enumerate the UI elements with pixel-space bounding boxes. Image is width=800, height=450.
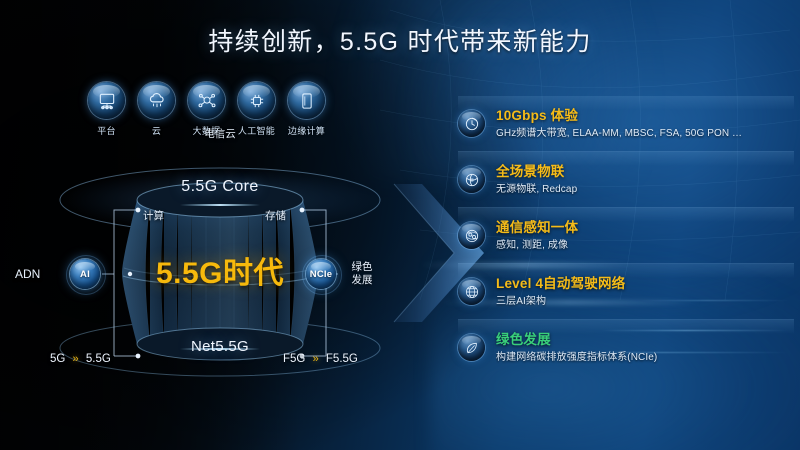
feature-subtitle: 无源物联, Redcap bbox=[496, 184, 578, 195]
capability-label: 边缘计算 bbox=[287, 126, 326, 136]
feature-subtitle: 三层AI架构 bbox=[496, 296, 547, 307]
hourglass-graphic bbox=[59, 167, 381, 377]
capability-label: 云 bbox=[151, 126, 162, 136]
feature-text: 通信感知一体 感知, 测距, 成像 bbox=[496, 219, 794, 252]
feature-subtitle: 感知, 测距, 成像 bbox=[496, 240, 569, 251]
feature-row-iot[interactable]: 全场景物联 无源物联, Redcap bbox=[458, 151, 794, 207]
ncie-badge-ring bbox=[302, 255, 342, 295]
core-label: 5.5G Core bbox=[181, 178, 259, 195]
capability-cloud[interactable]: 云 bbox=[138, 82, 175, 137]
capability-platform[interactable]: 平台 bbox=[88, 82, 125, 137]
feature-row-sensing[interactable]: 通信感知一体 感知, 测距, 成像 bbox=[458, 207, 794, 263]
storage-label: 存储 bbox=[265, 210, 286, 222]
leaf-icon bbox=[458, 334, 485, 361]
feature-text: 全场景物联 无源物联, Redcap bbox=[496, 163, 794, 196]
background-mesh bbox=[380, 0, 800, 300]
light-ray-2 bbox=[440, 300, 700, 305]
green-development-line1: 绿色 bbox=[351, 261, 373, 273]
big-data-icon bbox=[188, 82, 225, 119]
architecture-diagram: 电信云 5.5G Core 计算 存储 5.5G时代 ADN AI NCIe 绿… bbox=[15, 128, 400, 378]
light-streak-3 bbox=[640, 300, 790, 301]
platform-icon bbox=[88, 82, 125, 119]
capability-label: 平台 bbox=[97, 126, 116, 136]
light-ray-1 bbox=[420, 262, 630, 268]
feature-subtitle: GHz频谱大带宽, ELAA-MM, MBSC, FSA, 50G PON … bbox=[496, 128, 743, 139]
feature-text: Level 4自动驾驶网络 三层AI架构 bbox=[496, 275, 794, 308]
ai-icon bbox=[238, 82, 275, 119]
evolution-left-from: 5G bbox=[50, 353, 66, 365]
feature-heading: 10Gbps 体验 bbox=[496, 108, 579, 123]
sensing-icon bbox=[458, 222, 485, 249]
feature-list: 10Gbps 体验 GHz频谱大带宽, ELAA-MM, MBSC, FSA, … bbox=[458, 96, 794, 375]
feature-row-green[interactable]: 绿色发展 构建网络碳排放强度指标体系(NCIe) bbox=[458, 319, 794, 375]
feature-heading: 全场景物联 bbox=[496, 164, 565, 179]
chevron-right-icon: » bbox=[72, 353, 79, 365]
feature-row-autonomous-network[interactable]: Level 4自动驾驶网络 三层AI架构 bbox=[458, 263, 794, 319]
light-streak-2 bbox=[560, 352, 790, 353]
speed-gauge-icon bbox=[458, 110, 485, 137]
autonomous-network-icon bbox=[458, 278, 485, 305]
net-label: Net5.5G bbox=[191, 338, 249, 355]
page-title: 持续创新，5.5G 时代带来新能力 bbox=[208, 28, 592, 56]
cloud-icon bbox=[138, 82, 175, 119]
evolution-left-to: 5.5G bbox=[85, 353, 111, 365]
evolution-left: 5G » 5.5G bbox=[50, 353, 111, 365]
transition-arrow-icon bbox=[393, 183, 484, 323]
adn-label: ADN bbox=[15, 267, 41, 281]
telecom-cloud-label: 电信云 bbox=[204, 128, 236, 140]
capability-big-data[interactable]: 大数据 bbox=[188, 82, 225, 137]
feature-row-10gbps[interactable]: 10Gbps 体验 GHz频谱大带宽, ELAA-MM, MBSC, FSA, … bbox=[458, 96, 794, 151]
feature-text: 绿色发展 构建网络碳排放强度指标体系(NCIe) bbox=[496, 331, 794, 364]
chevron-right-icon: » bbox=[312, 353, 319, 365]
evolution-right: F5G » F5.5G bbox=[283, 353, 358, 365]
feature-heading: 绿色发展 bbox=[496, 332, 551, 347]
capability-row: 平台 云 大数据 bbox=[88, 82, 325, 137]
green-development-line2: 发展 bbox=[351, 274, 373, 286]
evolution-right-from: F5G bbox=[283, 353, 306, 365]
era-title: 5.5G时代 bbox=[155, 257, 285, 290]
feature-text: 10Gbps 体验 GHz频谱大带宽, ELAA-MM, MBSC, FSA, … bbox=[496, 107, 794, 140]
light-streak-1 bbox=[600, 330, 790, 331]
capability-edge-computing[interactable]: 边缘计算 bbox=[288, 82, 325, 137]
evolution-right-to: F5.5G bbox=[325, 353, 358, 365]
ai-badge[interactable]: AI bbox=[70, 259, 100, 289]
iot-globe-icon bbox=[458, 166, 485, 193]
ncie-badge[interactable]: NCIe bbox=[306, 259, 336, 289]
green-development-label: 绿色 发展 bbox=[340, 261, 384, 287]
capability-ai[interactable]: 人工智能 bbox=[238, 82, 275, 137]
compute-label: 计算 bbox=[143, 210, 164, 222]
feature-heading: Level 4自动驾驶网络 bbox=[496, 276, 626, 291]
feature-subtitle: 构建网络碳排放强度指标体系(NCIe) bbox=[496, 352, 658, 363]
feature-heading: 通信感知一体 bbox=[496, 220, 579, 235]
capability-label: 人工智能 bbox=[237, 126, 276, 136]
edge-computing-icon bbox=[288, 82, 325, 119]
capability-label: 大数据 bbox=[192, 126, 221, 136]
ai-badge-ring bbox=[66, 255, 106, 295]
